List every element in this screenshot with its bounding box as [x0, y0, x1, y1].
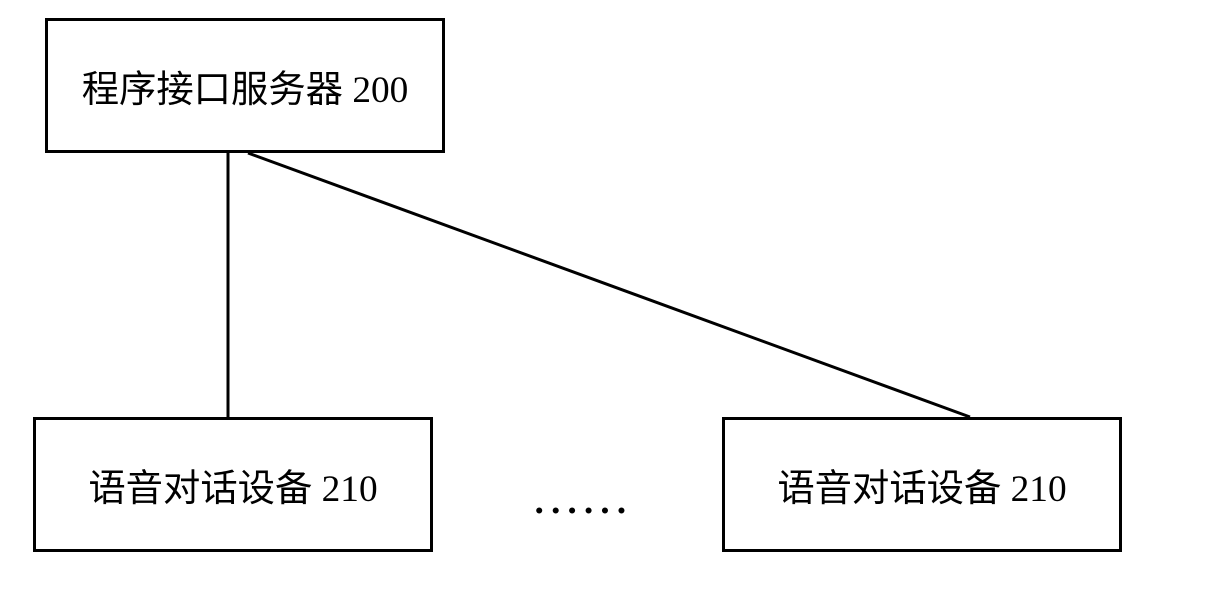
node-device-right-label: 语音对话设备 210 [777, 458, 1066, 512]
node-server-label: 程序接口服务器 200 [82, 59, 409, 113]
node-device-left-label: 语音对话设备 210 [88, 458, 377, 512]
ellipsis: ······ [533, 490, 632, 533]
edge-server-to-right [248, 153, 970, 417]
ellipsis-text: ······ [533, 491, 632, 532]
diagram-canvas: 程序接口服务器 200 语音对话设备 210 语音对话设备 210 ······ [0, 0, 1212, 593]
node-server: 程序接口服务器 200 [45, 18, 445, 153]
node-device-left: 语音对话设备 210 [33, 417, 433, 552]
node-device-right: 语音对话设备 210 [722, 417, 1122, 552]
